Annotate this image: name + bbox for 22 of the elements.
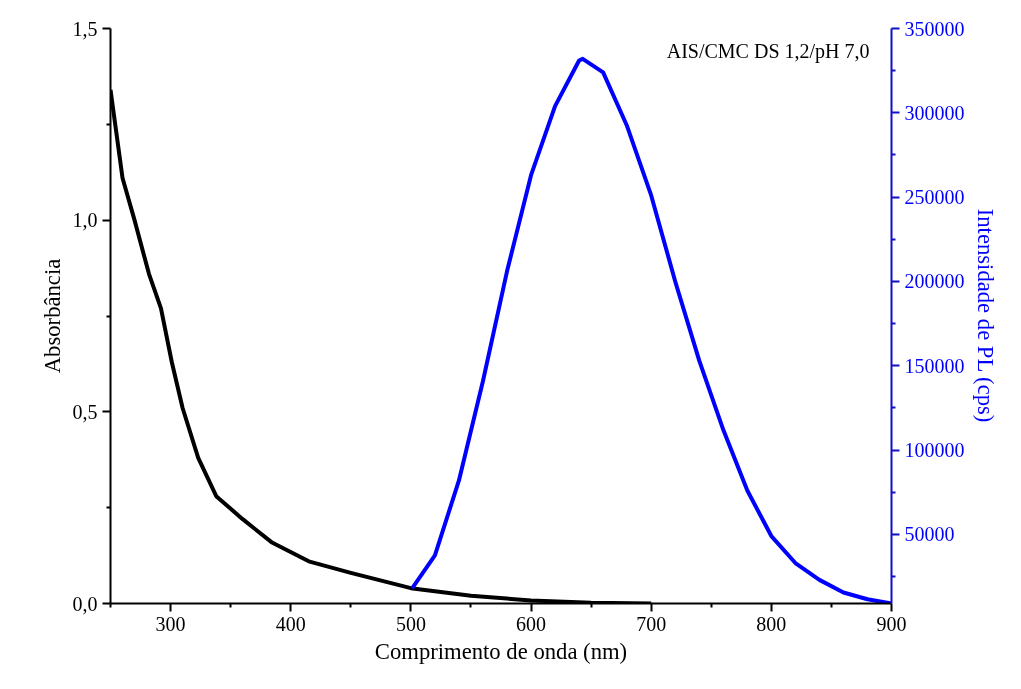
y-tick-label: 0,0: [72, 592, 98, 615]
annotation: AIS/CMC DS 1,2/pH 7,0: [666, 39, 870, 63]
y2-tick-label: 150000: [904, 354, 965, 377]
x-tick-label: 900: [876, 612, 907, 635]
x-tick-label: 500: [395, 612, 426, 635]
y-axis-title: Absorbância: [39, 258, 65, 374]
y2-tick-label: 300000: [904, 101, 965, 124]
x-tick-label: 300: [155, 612, 186, 635]
y2-tick-label: 100000: [904, 439, 965, 462]
y2-tick-label: 200000: [904, 270, 965, 293]
x-tick-label: 800: [756, 612, 787, 635]
y2-tick-label: 350000: [904, 17, 965, 40]
y-tick-label: 0,5: [72, 400, 98, 423]
x-axis-title: Comprimento de onda (nm): [374, 638, 628, 664]
y2-axis-title: Intensidade de PL (cps): [972, 208, 998, 423]
y2-tick-label: 50000: [904, 523, 955, 546]
x-tick-label: 400: [275, 612, 306, 635]
x-tick-label: 700: [636, 612, 667, 635]
y-tick-label: 1,0: [72, 209, 98, 232]
y2-tick-label: 250000: [904, 186, 965, 209]
x-tick-label: 600: [516, 612, 547, 635]
y-tick-label: 1,5: [72, 17, 98, 40]
